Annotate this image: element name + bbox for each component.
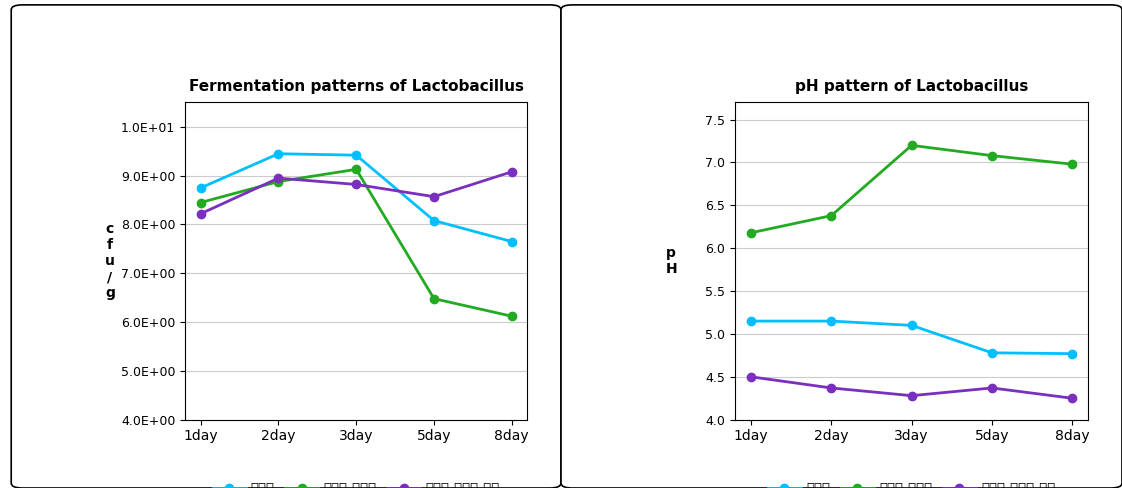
대두박 [1066, 351, 1079, 357]
Title: pH pattern of Lactobacillus: pH pattern of Lactobacillus [795, 80, 1028, 94]
Line: 대두박,구명초: 대두박,구명초 [196, 165, 516, 321]
Legend: 대두박, 대두박,구명초, 대두박,구명초,지황: 대두박, 대두박,구명초, 대두박,구명초,지황 [208, 477, 505, 488]
Line: 대두박: 대두박 [747, 317, 1076, 358]
Line: 대두박,구명초,지황: 대두박,구명초,지황 [747, 373, 1076, 403]
Text: p
H: p H [665, 246, 677, 276]
Line: 대두박,구명초: 대두박,구명초 [747, 141, 1076, 237]
대두박 [427, 218, 441, 224]
Title: Fermentation patterns of Lactobacillus: Fermentation patterns of Lactobacillus [188, 80, 524, 94]
대두박,구명초,지황 [505, 169, 518, 175]
대두박 [985, 350, 999, 356]
대두박,구명초 [505, 313, 518, 319]
대두박,구명초,지황 [825, 385, 838, 391]
대두박,구명초 [985, 153, 999, 159]
대두박,구명초 [272, 179, 285, 184]
대두박,구명초,지황 [904, 393, 918, 399]
대두박,구명초,지황 [349, 182, 362, 187]
대두박,구명초 [904, 142, 918, 148]
대두박,구명초,지황 [1066, 395, 1079, 401]
Legend: 대두박, 대두박,구명초, 대두박,구명초,지황: 대두박, 대두박,구명초, 대두박,구명초,지황 [763, 477, 1060, 488]
대두박,구명초 [1066, 161, 1079, 167]
대두박,구명초,지황 [194, 211, 208, 217]
대두박 [904, 323, 918, 328]
대두박 [744, 318, 757, 324]
대두박 [272, 151, 285, 157]
대두박 [505, 239, 518, 244]
Line: 대두박: 대두박 [196, 149, 516, 246]
대두박,구명초 [744, 230, 757, 236]
대두박,구명초 [194, 200, 208, 205]
대두박 [194, 185, 208, 191]
대두박,구명초 [349, 166, 362, 172]
대두박 [349, 152, 362, 158]
대두박 [825, 318, 838, 324]
대두박,구명초,지황 [744, 374, 757, 380]
대두박,구명초 [825, 213, 838, 219]
대두박,구명초,지황 [272, 175, 285, 181]
대두박,구명초 [427, 296, 441, 302]
Line: 대두박,구명초,지황: 대두박,구명초,지황 [196, 167, 516, 218]
대두박,구명초,지황 [427, 194, 441, 200]
대두박,구명초,지황 [985, 385, 999, 391]
Text: c
f
u
/
g: c f u / g [104, 222, 114, 301]
